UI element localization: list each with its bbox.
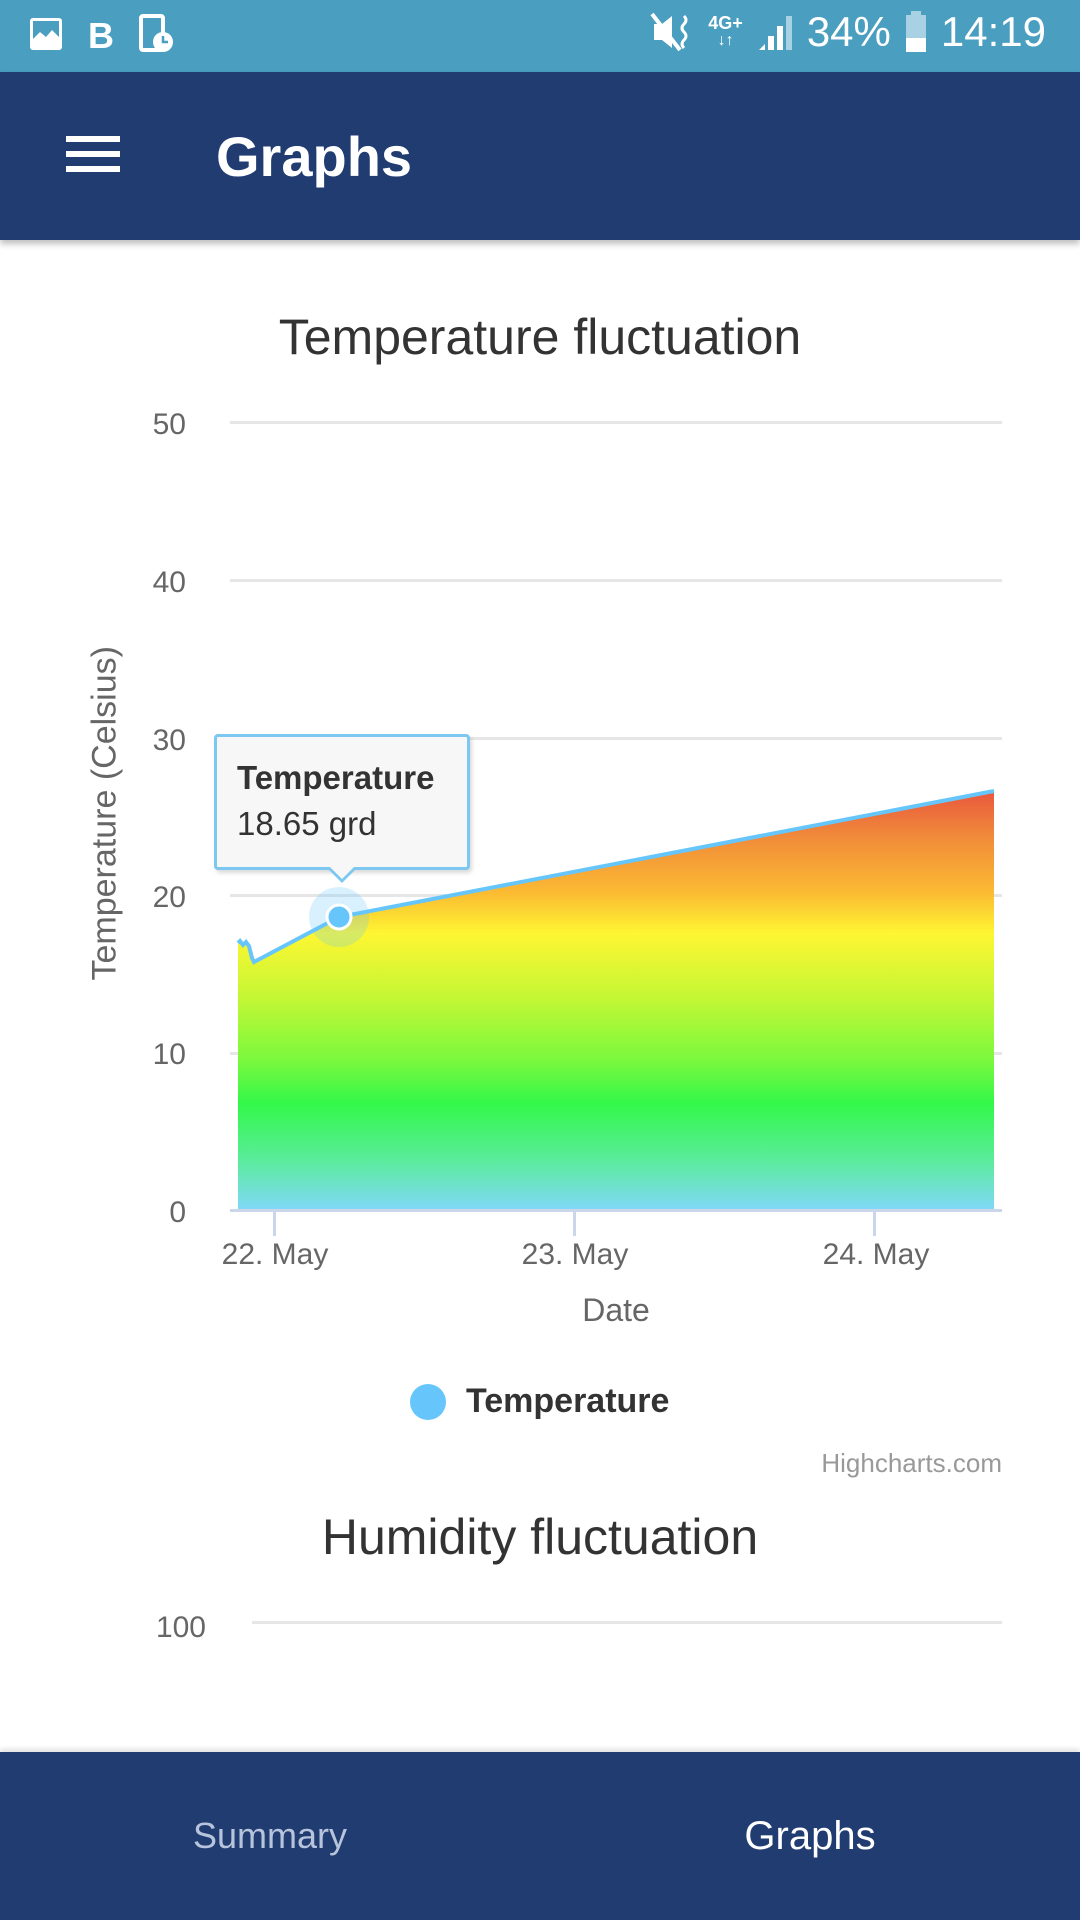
status-right-icons: 4G+ ↓↑ 34% 14:19 [650,8,1046,56]
battery-icon [905,11,926,52]
gallery-icon [30,18,62,50]
clock: 14:19 [940,8,1046,55]
menu-bar-line [66,151,120,157]
tooltip-series-name: Temperature [237,759,435,796]
highcharts-credits-link[interactable]: Highcharts.com [821,1448,1002,1478]
screen-timer-icon [139,14,173,52]
battery-percent: 34% [806,8,891,55]
temperature-line [236,789,995,965]
y-tick-label: 50 [152,408,186,441]
legend-marker-icon [410,1383,446,1420]
legend-label: Temperature [466,1382,670,1420]
y-tick-label: 30 [152,724,186,757]
gridline [252,1621,1002,1624]
x-tick [273,1210,276,1236]
network-4g-plus-icon: 4G+ ↓↑ [708,13,743,49]
page-title: Graphs [216,125,413,188]
y-tick-label: 100 [155,1611,206,1644]
gridline [230,579,1002,582]
gridline [230,737,1002,740]
gridline [230,421,1002,424]
x-axis-title: Date [582,1292,650,1328]
y-tick-label: 0 [169,1196,186,1229]
x-axis-line [230,1209,1002,1212]
x-tick [873,1210,876,1236]
tooltip-value: 18.65 grd [237,805,377,842]
x-tick [573,1210,576,1236]
graphs-content[interactable]: Temperature fluctuation 50 40 30 20 10 0… [0,0,1080,1752]
x-tick-label: 23. May [521,1238,629,1271]
status-bar: B 4G+ ↓↑ 34% 14:19 [0,0,1080,72]
x-tick-label: 24. May [822,1238,930,1271]
data-arrows-icon: ↓↑ [717,32,734,49]
status-left-icons: B [28,14,174,54]
y-tick-label: 10 [152,1038,186,1071]
humidity-chart-title: Humidity fluctuation [321,1509,759,1565]
mute-vibrate-icon [650,12,688,52]
chart-tooltip: Temperature 18.65 grd [214,734,470,870]
b-app-icon: B [88,16,114,52]
tooltip-pointer-inner [329,866,355,879]
signal-icon [758,16,792,50]
legend-item-temperature[interactable]: Temperature [410,1382,669,1421]
svg-text:B: B [88,16,114,52]
temperature-area-fill [238,791,994,1210]
y-tick-label: 20 [152,881,186,914]
bottom-navigation: Summary Graphs [0,1752,1080,1920]
menu-bar-line [66,166,120,172]
y-tick-label: 40 [152,566,186,599]
menu-bar-line [66,136,120,142]
temperature-area-plot[interactable] [0,0,1080,1260]
temperature-chart-title: Temperature fluctuation [278,309,802,365]
tab-summary[interactable]: Summary [192,1815,348,1856]
hover-point [325,903,353,931]
x-tick-label: 22. May [221,1238,329,1271]
tab-graphs[interactable]: Graphs [744,1813,876,1858]
hamburger-menu-icon[interactable] [66,136,120,174]
app-bar: Graphs [0,72,1080,240]
